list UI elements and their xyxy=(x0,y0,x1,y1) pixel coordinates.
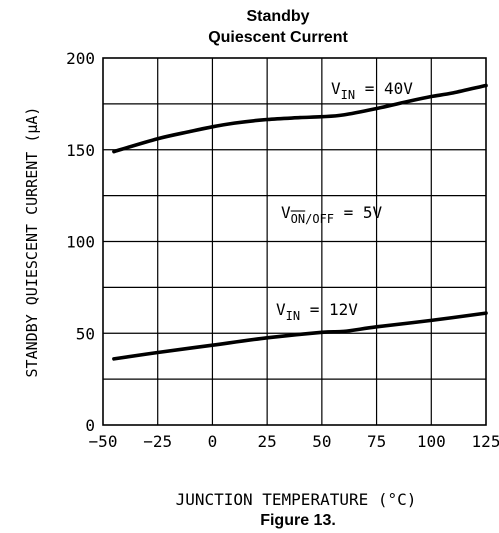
x-tick-label: 0 xyxy=(208,432,218,451)
x-tick-label: 100 xyxy=(417,432,446,451)
svg-text:VIN = 12V: VIN = 12V xyxy=(276,300,358,323)
tick-labels: −50 −25 0 25 50 75 100 125 0 50 100 150 200 xyxy=(66,49,499,451)
y-tick-label: 150 xyxy=(66,141,95,160)
y-tick-label: 200 xyxy=(66,49,95,68)
y-tick-label: 50 xyxy=(76,324,95,343)
x-axis-label: JUNCTION TEMPERATURE (°C) xyxy=(176,490,417,509)
series-line-0 xyxy=(112,83,488,154)
series-lines xyxy=(112,83,488,361)
grid xyxy=(103,58,486,425)
annotations: VIN = 40V VON/OFF = 5V VIN = 12V xyxy=(276,79,413,323)
svg-text:VON/OFF = 5V: VON/OFF = 5V xyxy=(281,203,383,226)
y-tick-label: 100 xyxy=(66,233,95,252)
svg-text:VIN = 40V: VIN = 40V xyxy=(331,79,413,102)
x-tick-label: 25 xyxy=(258,432,277,451)
y-tick-label: 0 xyxy=(85,416,95,435)
figure-caption: Figure 13. xyxy=(260,512,336,529)
chart-title-line2: Quiescent Current xyxy=(208,29,348,46)
x-tick-label: 125 xyxy=(472,432,499,451)
series-line-1 xyxy=(112,311,488,361)
x-tick-label: −25 xyxy=(143,432,172,451)
x-tick-label: 75 xyxy=(367,432,386,451)
x-tick-label: 50 xyxy=(312,432,331,451)
condition-label: VON/OFF = 5V xyxy=(281,203,383,226)
series-label-40v: VIN = 40V xyxy=(331,79,413,102)
x-tick-label: −50 xyxy=(89,432,118,451)
plot-frame xyxy=(102,57,487,426)
chart-title-line1: Standby xyxy=(246,8,309,25)
y-axis-label: STANDBY QUIESCENT CURRENT (μA) xyxy=(23,107,41,378)
series-label-12v: VIN = 12V xyxy=(276,300,358,323)
